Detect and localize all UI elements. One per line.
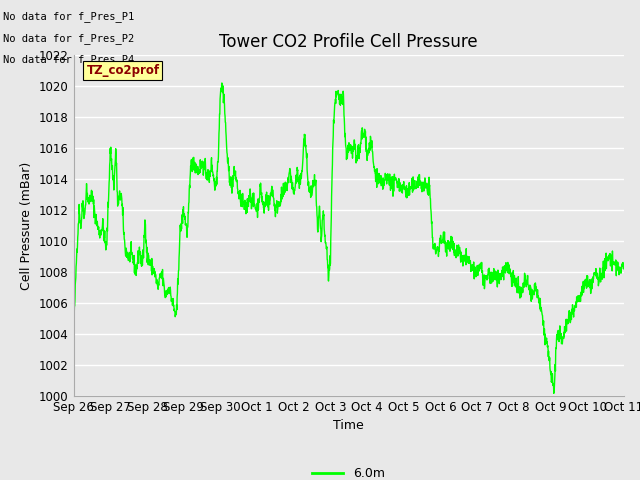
Legend: 6.0m: 6.0m <box>307 462 390 480</box>
Text: No data for f_Pres_P4: No data for f_Pres_P4 <box>3 54 134 65</box>
Title: Tower CO2 Profile Cell Pressure: Tower CO2 Profile Cell Pressure <box>220 33 478 51</box>
Text: No data for f_Pres_P2: No data for f_Pres_P2 <box>3 33 134 44</box>
X-axis label: Time: Time <box>333 420 364 432</box>
Text: TZ_co2prof: TZ_co2prof <box>86 64 159 77</box>
Text: No data for f_Pres_P1: No data for f_Pres_P1 <box>3 11 134 22</box>
Y-axis label: Cell Pressure (mBar): Cell Pressure (mBar) <box>20 161 33 290</box>
